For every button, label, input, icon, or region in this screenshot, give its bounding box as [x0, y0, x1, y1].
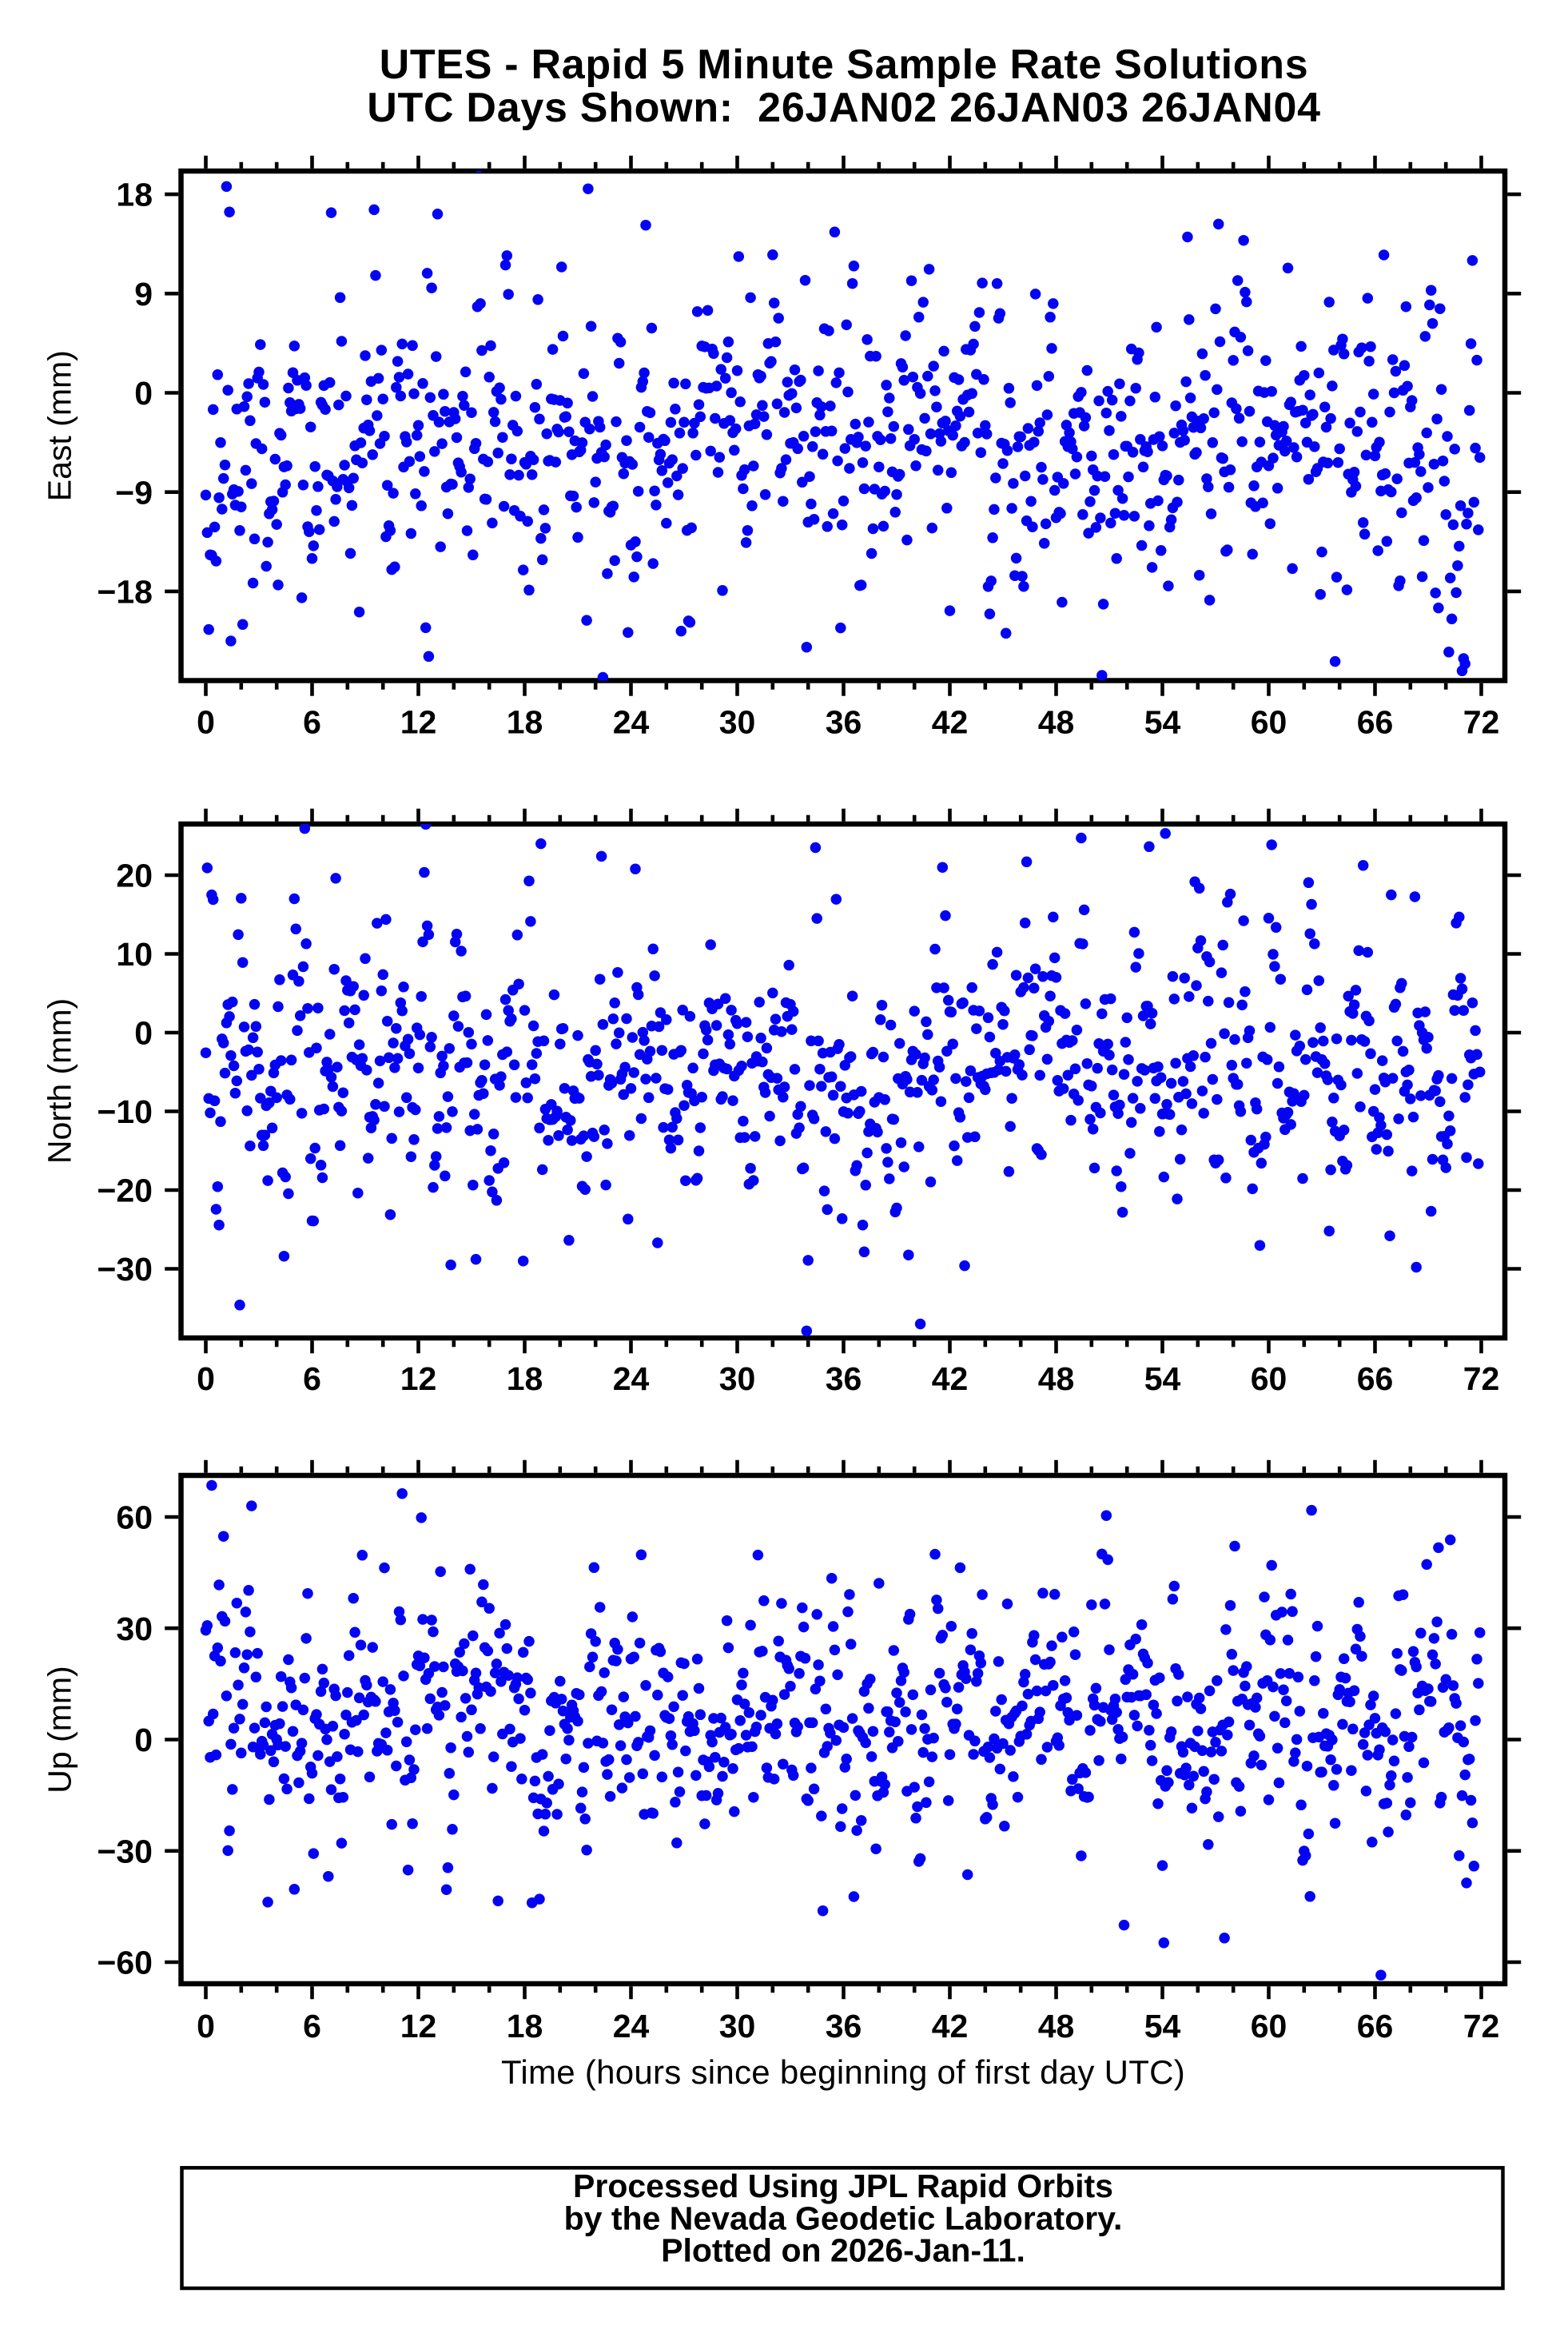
svg-text:Processed Using JPL Rapid Orbi: Processed Using JPL Rapid Orbits	[573, 2168, 1113, 2204]
svg-text:54: 54	[1144, 2008, 1181, 2044]
svg-text:East (mm): East (mm)	[42, 350, 78, 501]
svg-text:60: 60	[116, 1499, 153, 1536]
svg-text:60: 60	[1251, 703, 1287, 740]
svg-text:−10: −10	[97, 1093, 153, 1130]
svg-text:North (mm): North (mm)	[42, 998, 78, 1164]
svg-text:24: 24	[613, 703, 650, 740]
svg-text:Up (mm): Up (mm)	[42, 1666, 78, 1793]
svg-text:UTC Days Shown: 26JAN02 26JAN: UTC Days Shown: 26JAN02 26JAN03 26JAN04	[367, 85, 1321, 131]
svg-text:36: 36	[826, 703, 862, 740]
svg-text:18: 18	[507, 703, 543, 740]
svg-text:9: 9	[134, 276, 153, 313]
svg-text:6: 6	[303, 1360, 321, 1397]
svg-text:UTES - Rapid 5 Minute Sample R: UTES - Rapid 5 Minute Sample Rate Soluti…	[380, 42, 1309, 88]
svg-text:0: 0	[134, 375, 153, 412]
svg-text:48: 48	[1038, 1360, 1075, 1397]
svg-text:54: 54	[1144, 1360, 1181, 1397]
svg-text:18: 18	[116, 177, 153, 213]
svg-text:42: 42	[932, 1360, 969, 1397]
svg-text:54: 54	[1144, 703, 1181, 740]
svg-text:−9: −9	[115, 474, 153, 511]
svg-text:36: 36	[826, 1360, 862, 1397]
svg-text:0: 0	[197, 1360, 215, 1397]
svg-text:30: 30	[719, 2008, 756, 2044]
svg-text:20: 20	[116, 858, 153, 894]
svg-text:12: 12	[400, 703, 437, 740]
svg-text:18: 18	[507, 2008, 543, 2044]
svg-text:by the Nevada Geodetic Laborat: by the Nevada Geodetic Laboratory.	[564, 2200, 1123, 2237]
svg-text:−18: −18	[97, 574, 153, 611]
svg-text:0: 0	[197, 703, 215, 740]
svg-text:42: 42	[932, 703, 969, 740]
svg-text:72: 72	[1463, 1360, 1500, 1397]
svg-text:18: 18	[507, 1360, 543, 1397]
svg-text:30: 30	[116, 1610, 153, 1647]
svg-text:30: 30	[719, 1360, 756, 1397]
svg-text:6: 6	[303, 2008, 321, 2044]
svg-text:−20: −20	[97, 1172, 153, 1209]
svg-text:66: 66	[1357, 1360, 1394, 1397]
svg-text:24: 24	[613, 1360, 650, 1397]
svg-text:66: 66	[1357, 2008, 1394, 2044]
svg-text:72: 72	[1463, 2008, 1500, 2044]
svg-text:36: 36	[826, 2008, 862, 2044]
svg-text:60: 60	[1251, 2008, 1287, 2044]
svg-text:60: 60	[1251, 1360, 1287, 1397]
svg-text:12: 12	[400, 1360, 437, 1397]
svg-text:30: 30	[719, 703, 756, 740]
svg-text:6: 6	[303, 703, 321, 740]
svg-text:12: 12	[400, 2008, 437, 2044]
svg-text:0: 0	[134, 1722, 153, 1758]
svg-text:−30: −30	[97, 1251, 153, 1288]
svg-text:0: 0	[197, 2008, 215, 2044]
svg-text:Plotted on 2026-Jan-11.: Plotted on 2026-Jan-11.	[661, 2232, 1025, 2269]
svg-text:Time (hours since beginning of: Time (hours since beginning of first day…	[501, 2053, 1185, 2091]
svg-text:72: 72	[1463, 703, 1500, 740]
svg-text:48: 48	[1038, 703, 1075, 740]
svg-text:24: 24	[613, 2008, 650, 2044]
svg-text:66: 66	[1357, 703, 1394, 740]
svg-text:−60: −60	[97, 1945, 153, 1981]
svg-text:−30: −30	[97, 1833, 153, 1869]
svg-text:48: 48	[1038, 2008, 1075, 2044]
svg-text:42: 42	[932, 2008, 969, 2044]
svg-text:10: 10	[116, 936, 153, 973]
svg-text:0: 0	[134, 1015, 153, 1052]
